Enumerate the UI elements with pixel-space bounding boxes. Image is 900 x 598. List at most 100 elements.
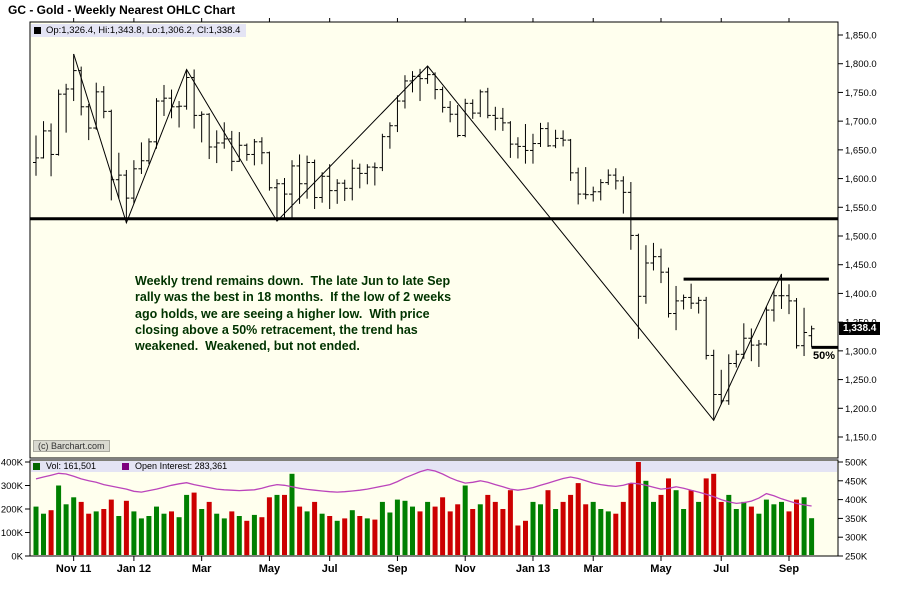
volume-bar <box>673 490 679 555</box>
volume-bar <box>598 509 604 555</box>
volume-bar <box>741 501 747 555</box>
month-label: Nov 11 <box>56 563 91 575</box>
volume-bar <box>154 506 159 555</box>
page-title: GC - Gold - Weekly Nearest OHLC Chart <box>8 3 236 17</box>
volume-bar <box>169 511 174 555</box>
volume-bar <box>696 501 702 555</box>
oi-tick-label: 250K <box>845 552 868 563</box>
volume-bar <box>688 490 694 555</box>
volume-bar <box>372 519 378 555</box>
volume-bar <box>138 518 144 555</box>
volume-bar <box>417 511 423 555</box>
month-label: Mar <box>192 563 212 575</box>
volume-bar <box>635 462 641 555</box>
volume-bar <box>327 516 333 555</box>
oi-tick-label: 500K <box>845 458 868 469</box>
volume-bar <box>123 500 129 555</box>
month-label: Jan 12 <box>117 563 151 575</box>
ohlc-legend: Op:1,326.4, Hi:1,343.8, Lo:1,306.2, Cl:1… <box>31 24 247 37</box>
volume-bar <box>229 511 235 555</box>
volume-bar <box>116 516 122 555</box>
volume-bar <box>477 504 483 555</box>
volume-tick-label: 300K <box>1 481 24 492</box>
barchart-copyright: (c) Barchart.com <box>33 440 110 452</box>
price-tick-label: 1,850.0 <box>845 31 877 42</box>
volume-bar <box>801 497 807 556</box>
support-resistance-lines <box>30 217 838 349</box>
volume-bar <box>312 501 318 555</box>
volume-bar <box>364 518 370 555</box>
volume-bar <box>726 494 732 555</box>
volume-bar <box>515 525 521 555</box>
volume-bar <box>266 497 272 556</box>
volume-bar <box>357 516 363 555</box>
price-pane-border <box>29 21 839 459</box>
volume-bar <box>342 518 348 555</box>
price-tick-label: 1,150.0 <box>845 433 877 444</box>
volume-bar <box>485 494 491 555</box>
volume-bar <box>447 511 453 555</box>
volume-bar <box>274 494 280 555</box>
volume-bar <box>809 518 815 555</box>
volume-swatch-icon <box>33 462 40 470</box>
volume-bar <box>794 499 799 555</box>
price-tick-label: 1,600.0 <box>845 174 877 185</box>
open-interest-legend-text: Open Interest: 283,361 <box>135 461 228 471</box>
price-pane <box>29 21 839 459</box>
volume-bar <box>304 511 310 555</box>
month-label: Jul <box>322 563 338 575</box>
volume-bar <box>33 506 39 555</box>
volume-bar <box>703 478 709 555</box>
volume-bar <box>349 510 355 555</box>
volume-legend: Vol: 161,501 Open Interest: 283,361 <box>33 461 227 471</box>
volume-bar <box>440 497 446 556</box>
volume-bar <box>779 501 784 555</box>
volume-bar <box>48 510 54 555</box>
volume-bar <box>63 504 69 555</box>
volume-bar <box>334 520 340 556</box>
volume-bar <box>651 501 656 555</box>
open-interest-line <box>35 468 812 507</box>
volume-bar <box>191 492 197 555</box>
month-label: Jan 13 <box>516 563 550 575</box>
ohlc-bars <box>33 53 815 421</box>
volume-bar <box>176 517 182 555</box>
volume-bar <box>259 517 265 555</box>
volume-bar <box>297 506 303 555</box>
oi-tick-label: 400K <box>845 495 868 506</box>
volume-bar <box>786 511 792 555</box>
price-series-swatch-icon <box>34 27 41 34</box>
price-tick-label: 1,450.0 <box>845 260 877 271</box>
month-label: Sep <box>779 563 799 575</box>
month-label: Mar <box>583 563 603 575</box>
volume-axis: 400K 300K 200K 100K 0K 500K 450K 400K 350K 300K 25… <box>1 458 868 563</box>
volume-bar <box>319 513 325 555</box>
volume-bar <box>289 473 295 556</box>
volume-bar <box>658 494 664 555</box>
price-tick-label: 1,250.0 <box>845 375 877 386</box>
month-label: Nov <box>455 563 477 575</box>
volume-bar <box>402 500 408 555</box>
volume-bar <box>387 512 393 555</box>
volume-bar <box>379 501 385 555</box>
month-label: Jul <box>713 563 729 575</box>
price-tick-label: 1,400.0 <box>845 289 877 300</box>
volume-bar <box>553 509 559 555</box>
volume-bar <box>560 501 566 555</box>
volume-bar <box>93 511 99 555</box>
volume-bar <box>41 513 46 555</box>
volume-bar <box>71 497 77 556</box>
volume-bars <box>33 462 815 556</box>
price-tick-label: 1,500.0 <box>845 232 877 243</box>
price-tick-label: 1,700.0 <box>845 117 877 128</box>
volume-bar <box>462 485 468 555</box>
volume-bar <box>432 506 438 555</box>
volume-bar <box>733 509 739 555</box>
volume-pane-border <box>29 459 839 557</box>
volume-bar <box>507 490 513 555</box>
price-tick-label: 1,800.0 <box>845 59 877 70</box>
fifty-percent-retracement-label: 50% <box>813 350 836 363</box>
volume-bar <box>590 501 596 555</box>
volume-bar <box>425 501 431 555</box>
